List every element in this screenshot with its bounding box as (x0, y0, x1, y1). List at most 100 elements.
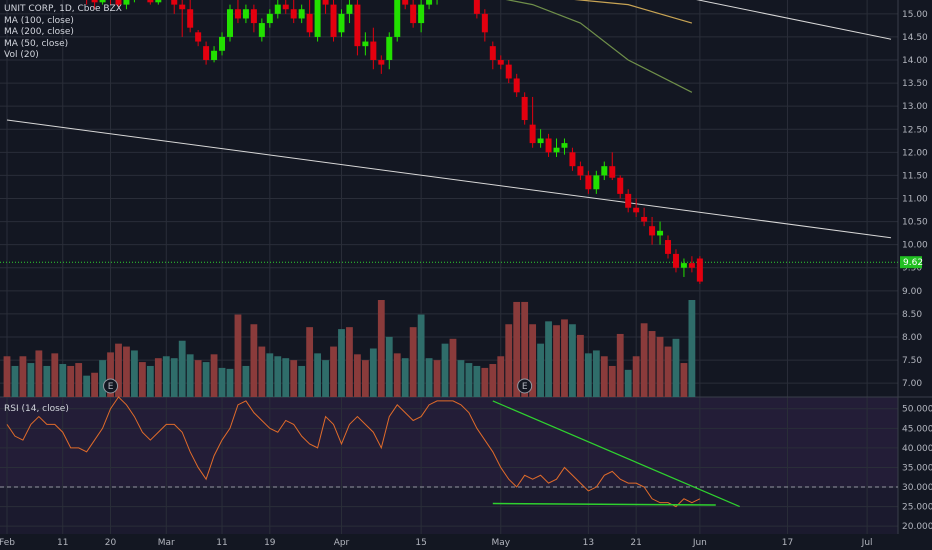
rsi-tick-label: 35.0000 (902, 463, 932, 473)
candle-body (561, 143, 568, 148)
candle-body (585, 175, 592, 190)
rsi-line (6, 396, 701, 508)
time-tick-label: 20 (105, 538, 117, 548)
candle-body (680, 263, 687, 268)
indicator-ma50[interactable]: MA (50, close) (4, 38, 69, 49)
volume-bar (489, 364, 497, 397)
volume-bar (298, 365, 306, 397)
time-tick-label: 15 (415, 538, 426, 548)
volume-bar (577, 334, 584, 397)
rsi-tick-label: 30.0000 (902, 483, 932, 493)
price-tick-label: 11.50 (902, 171, 928, 181)
volume-bar (83, 375, 91, 397)
indicator-ma100[interactable]: MA (100, close) (4, 15, 74, 26)
candle-body (609, 166, 616, 178)
candle-body (665, 240, 672, 254)
candle-body (657, 230, 664, 236)
candle-body (513, 78, 520, 93)
candle-body (298, 9, 305, 19)
volume-bar (274, 356, 282, 397)
ma50-line (505, 0, 693, 93)
rsi-tick-label: 40.0000 (902, 444, 932, 454)
volume-bar (449, 338, 457, 397)
volume-bar (417, 314, 425, 397)
candle-body (473, 0, 480, 14)
price-tick-label: 13.50 (902, 79, 928, 89)
volume-bar (640, 323, 648, 397)
earnings-badge-label: E (108, 382, 114, 392)
price-tick-label: 11.00 (902, 195, 928, 205)
rsi-trendline-flat (492, 502, 716, 506)
candle-body (211, 50, 218, 61)
volume-bar (242, 365, 250, 397)
volume-bar (497, 356, 505, 397)
price-tick-label: 13.00 (902, 102, 928, 112)
candle-body (378, 60, 385, 65)
candle-body (394, 0, 401, 37)
volume-bar (282, 358, 290, 397)
volume-bar (393, 353, 401, 397)
rsi-tick-label: 20.0000 (902, 522, 932, 532)
volume-bar (290, 360, 298, 397)
volume-bar (401, 358, 409, 397)
volume-bar (592, 350, 600, 397)
candle-body (91, 0, 98, 3)
candle-body (529, 124, 536, 144)
volume-bar (123, 346, 130, 397)
volume-bar (656, 336, 664, 397)
time-tick-label: Feb (0, 538, 15, 548)
candle-body (266, 13, 273, 24)
volume-bar (210, 354, 218, 397)
volume-bar (306, 327, 314, 397)
price-tick-label: 12.50 (902, 125, 928, 135)
candle-body (633, 207, 640, 213)
price-tag-box (900, 256, 922, 269)
volume-bar (27, 363, 35, 397)
time-tick-label: Mar (158, 538, 175, 548)
time-tick-label: 21 (630, 538, 641, 548)
candle-body (545, 138, 552, 153)
volume-bar (67, 365, 75, 397)
volume-bar (75, 363, 83, 397)
volume-bar (146, 365, 154, 397)
time-tick-label: Jun (692, 538, 707, 548)
candle-body (601, 166, 608, 176)
volume-bar (51, 353, 59, 397)
time-tick-label: Apr (334, 538, 350, 548)
candle-body (625, 193, 632, 208)
volume-bar (361, 360, 369, 397)
volume-bar (250, 324, 258, 397)
candle-body (370, 41, 377, 61)
price-tick-label: 10.00 (902, 241, 928, 251)
volume-bar (680, 363, 688, 397)
candle-body (569, 152, 576, 167)
candle-body (242, 9, 249, 19)
volume-bar (131, 350, 138, 397)
volume-bar (322, 360, 329, 397)
time-tick-label: 19 (264, 538, 276, 548)
volume-bar (138, 362, 146, 397)
symbol-label[interactable]: UNIT CORP, 1D, Cboe BZX (4, 4, 122, 14)
candle-body (274, 4, 281, 14)
candle-body (195, 32, 202, 42)
time-tick-label: 17 (782, 538, 793, 548)
candle-body (234, 9, 241, 19)
volume-bar (513, 301, 521, 397)
indicator-ma200[interactable]: MA (200, close) (4, 27, 74, 37)
candle-body (402, 0, 409, 5)
candle-body (688, 263, 695, 268)
price-tick-label: 14.00 (902, 56, 928, 66)
volume-bar (202, 362, 210, 397)
indicator-volume[interactable]: Vol (20) (4, 50, 39, 60)
price-tick-label: 14.50 (902, 33, 928, 43)
price-tick-label: 9.00 (902, 287, 922, 297)
price-tick-label: 15.00 (902, 10, 928, 20)
rsi-legend[interactable]: RSI (14, close) (4, 404, 69, 414)
candle-body (593, 175, 600, 190)
candle-body (505, 64, 512, 79)
candle-body (250, 9, 257, 24)
earnings-badge (517, 378, 533, 394)
rsi-band (0, 397, 898, 488)
